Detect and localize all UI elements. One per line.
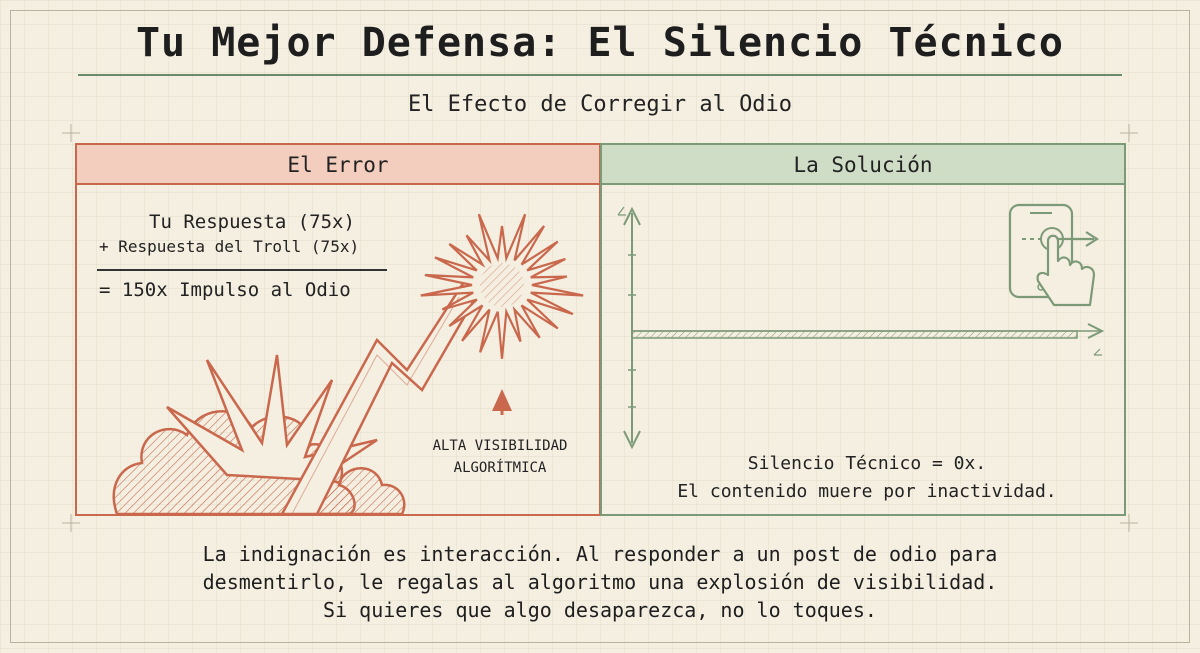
error-panel-header: El Error	[77, 145, 599, 185]
equation-line-2: + Respuesta del Troll (75x)	[99, 237, 360, 256]
corner-mark	[1120, 124, 1138, 142]
flat-line-chart-icon	[617, 203, 1105, 450]
page-title: Tu Mejor Defensa: El Silencio Técnico	[135, 20, 1065, 66]
error-panel: El Error Tu Respuesta (75x) + Respuesta …	[75, 143, 601, 516]
annotation-line-2: ALGORÍTMICA	[453, 460, 547, 476]
explanation-line-1: La indignación es interacción. Al respon…	[202, 542, 998, 566]
solution-caption: Silencio Técnico = 0x. El contenido muer…	[662, 450, 1072, 506]
page-frame	[10, 10, 1190, 643]
explosion-icon	[112, 354, 406, 514]
equation-line-1: Tu Respuesta (75x)	[149, 211, 355, 233]
page-subtitle: El Efecto de Corregir al Odio	[407, 92, 793, 117]
solution-panel: La Solución	[600, 143, 1126, 516]
solution-panel-header: La Solución	[602, 145, 1124, 185]
explanation-line-3: Si quieres que algo desaparezca, no lo t…	[323, 598, 877, 622]
equation-result: = 150x Impulso al Odio	[99, 279, 351, 301]
visibility-annotation: ALTA VISIBILIDAD ALGORÍTMICA	[395, 435, 605, 479]
explanation-line-2: desmentirlo, le regalas al algoritmo una…	[202, 570, 998, 594]
up-arrow-icon	[492, 389, 512, 415]
title-divider	[78, 74, 1122, 76]
caption-line-2: El contenido muere por inactividad.	[677, 481, 1057, 502]
equation-divider	[97, 269, 387, 271]
corner-mark	[1120, 514, 1138, 532]
spark-burst-icon	[420, 213, 584, 359]
corner-mark	[62, 514, 80, 532]
explanation-paragraph: La indignación es interacción. Al respon…	[0, 540, 1200, 624]
caption-line-1: Silencio Técnico = 0x.	[747, 453, 987, 474]
annotation-line-1: ALTA VISIBILIDAD	[432, 438, 568, 454]
error-illustration	[112, 213, 584, 514]
corner-mark	[62, 124, 80, 142]
phone-swipe-icon	[1008, 203, 1100, 307]
